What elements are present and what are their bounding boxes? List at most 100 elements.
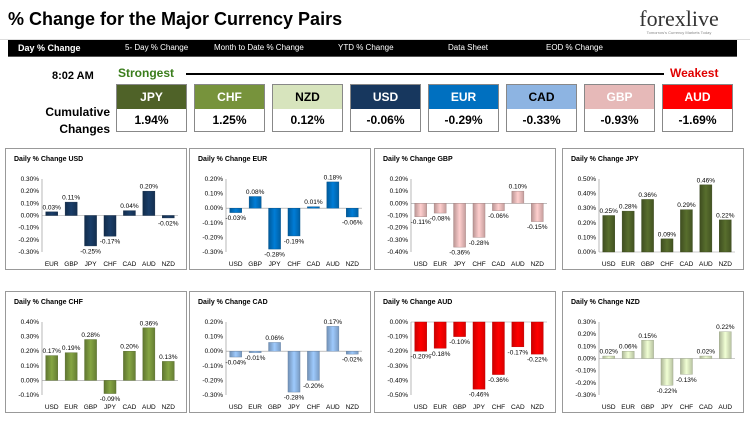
chart-title: Daily % Change AUD xyxy=(383,299,453,306)
x-tick-label: CAD xyxy=(699,404,713,411)
tab-5-day-change[interactable]: 5- Day % Change xyxy=(125,43,189,52)
data-label: 0.03% xyxy=(42,204,61,211)
y-tick-label: -0.20% xyxy=(387,348,408,355)
data-label: 0.28% xyxy=(619,204,638,211)
x-tick-label: NZD xyxy=(531,404,545,411)
x-tick-label: JPY xyxy=(288,404,301,411)
chart-bar xyxy=(511,190,525,204)
chart-bar xyxy=(248,351,262,353)
chart-bar xyxy=(511,321,525,348)
y-tick-label: 0.10% xyxy=(578,234,597,241)
currency-box-cad: CAD -0.33% xyxy=(506,84,577,132)
y-tick-label: 0.00% xyxy=(390,200,409,207)
chart-bar xyxy=(307,206,320,209)
x-tick-label: GBP xyxy=(453,404,467,411)
x-tick-label: CAD xyxy=(123,261,137,268)
weakest-label: Weakest xyxy=(670,66,719,80)
data-label: 0.17% xyxy=(42,348,61,355)
currency-name: EUR xyxy=(429,85,498,109)
chart-bar xyxy=(287,208,301,237)
tab-day-change[interactable]: Day % Change xyxy=(18,43,81,53)
data-label: -0.36% xyxy=(488,377,509,384)
chart-bar xyxy=(287,351,301,393)
chart-bar xyxy=(660,358,674,386)
chart-title: Daily % Change JPY xyxy=(571,156,639,163)
chart-bar xyxy=(326,181,340,209)
chart-gbp: 0.20% 0.10% 0.00% -0.10% -0.20% -0.30% -0.40% -… xyxy=(387,176,547,268)
chart-bar xyxy=(680,209,693,253)
chart-bar xyxy=(453,203,466,248)
data-label: -0.08% xyxy=(430,216,451,223)
currency-value: 1.94% xyxy=(134,113,169,127)
x-tick-label: NZD xyxy=(346,261,360,268)
chart-bar xyxy=(453,321,466,337)
data-label: -0.11% xyxy=(411,219,431,226)
chart-bar xyxy=(142,327,156,381)
x-tick-label: USD xyxy=(602,261,616,268)
data-label: 0.36% xyxy=(638,192,657,199)
chart-aud: 0.00%-0.10%-0.20%-0.30%-0.40%-0.50%-0.20… xyxy=(387,319,547,411)
x-tick-label: AUD xyxy=(326,404,340,411)
x-tick-label: CAD xyxy=(492,261,506,268)
y-tick-label: 0.10% xyxy=(205,334,224,341)
currency-name: GBP xyxy=(585,85,654,109)
forexlive-logo[interactable]: forexlive Tomorrow's Currency Markets To… xyxy=(634,2,724,38)
y-tick-label: 0.20% xyxy=(578,331,597,338)
x-tick-label: NZD xyxy=(531,261,545,268)
x-tick-label: EUR xyxy=(64,404,78,411)
chart-bar xyxy=(346,351,359,355)
chart-title: Daily % Change EUR xyxy=(198,156,268,163)
data-label: 0.22% xyxy=(716,324,735,331)
x-tick-label: CAD xyxy=(680,261,694,268)
chart-bar xyxy=(414,203,427,217)
chart-bar xyxy=(433,203,447,214)
chart-panel-cad: Daily % Change CAD 0.20% 0.10% 0.00% -0.10%… xyxy=(189,291,371,413)
x-tick-label: GBP xyxy=(268,404,282,411)
currency-name: CHF xyxy=(195,85,264,109)
y-tick-label: 0.10% xyxy=(205,191,224,198)
chart-bar xyxy=(492,321,505,375)
tab-ytd-change[interactable]: YTD % Change xyxy=(338,43,394,52)
x-tick-label: USD xyxy=(229,404,243,411)
data-label: -0.22% xyxy=(657,388,678,395)
x-tick-label: USD xyxy=(229,261,243,268)
chart-usd: 0.30% 0.20% 0.10% 0.00% -0.10% -0.20% -0.30% 0.… xyxy=(18,176,178,268)
x-tick-label: NZD xyxy=(346,404,360,411)
y-tick-label: 0.00% xyxy=(390,319,409,326)
x-tick-label: CHF xyxy=(103,261,116,268)
logo-brand: forexlive xyxy=(639,6,719,31)
x-tick-label: CAD xyxy=(123,404,137,411)
data-label: -0.04% xyxy=(225,360,246,367)
y-tick-label: 0.30% xyxy=(21,176,40,183)
y-tick-label: 0.20% xyxy=(390,176,409,183)
currency-box-gbp: GBP -0.93% xyxy=(584,84,655,132)
data-label: -0.01% xyxy=(245,355,266,362)
x-tick-label: NZD xyxy=(162,261,176,268)
tab-month-to-date-change[interactable]: Month to Date % Change xyxy=(214,43,304,52)
chart-bar xyxy=(103,215,117,237)
currency-box-chf: CHF 1.25% xyxy=(194,84,265,132)
tab-eod-change[interactable]: EOD % Change xyxy=(546,43,603,52)
currency-value: -0.29% xyxy=(444,113,483,127)
chart-bar xyxy=(123,351,136,381)
currency-box-jpy: JPY 1.94% xyxy=(116,84,187,132)
logo-tagline: Tomorrow's Currency Markets Today xyxy=(646,30,712,35)
y-tick-label: -0.30% xyxy=(18,249,39,256)
y-tick-label: 0.00% xyxy=(21,377,40,384)
chart-title: Daily % Change USD xyxy=(14,156,84,163)
chart-panel-aud: Daily % Change AUD 0.00% -0.10% -0.20% -0.3… xyxy=(374,291,556,413)
chart-cad: 0.20% 0.10% 0.00% -0.10% -0.20% -0.30% -0.04% U… xyxy=(202,319,362,411)
y-tick-label: 0.20% xyxy=(21,188,40,195)
x-tick-label: JPY xyxy=(473,404,486,411)
y-tick-label: 0.10% xyxy=(578,343,597,350)
data-label: -0.06% xyxy=(342,219,363,226)
y-tick-label: -0.20% xyxy=(202,377,223,384)
x-tick-label: AUD xyxy=(718,404,732,411)
x-tick-label: NZD xyxy=(719,261,733,268)
data-label: -0.17% xyxy=(100,239,121,246)
currency-value: 1.25% xyxy=(212,113,247,127)
y-tick-label: 0.00% xyxy=(205,205,224,212)
data-label: 0.06% xyxy=(619,344,638,351)
tab-data-sheet[interactable]: Data Sheet xyxy=(448,43,489,52)
data-label: -0.19% xyxy=(284,238,305,245)
